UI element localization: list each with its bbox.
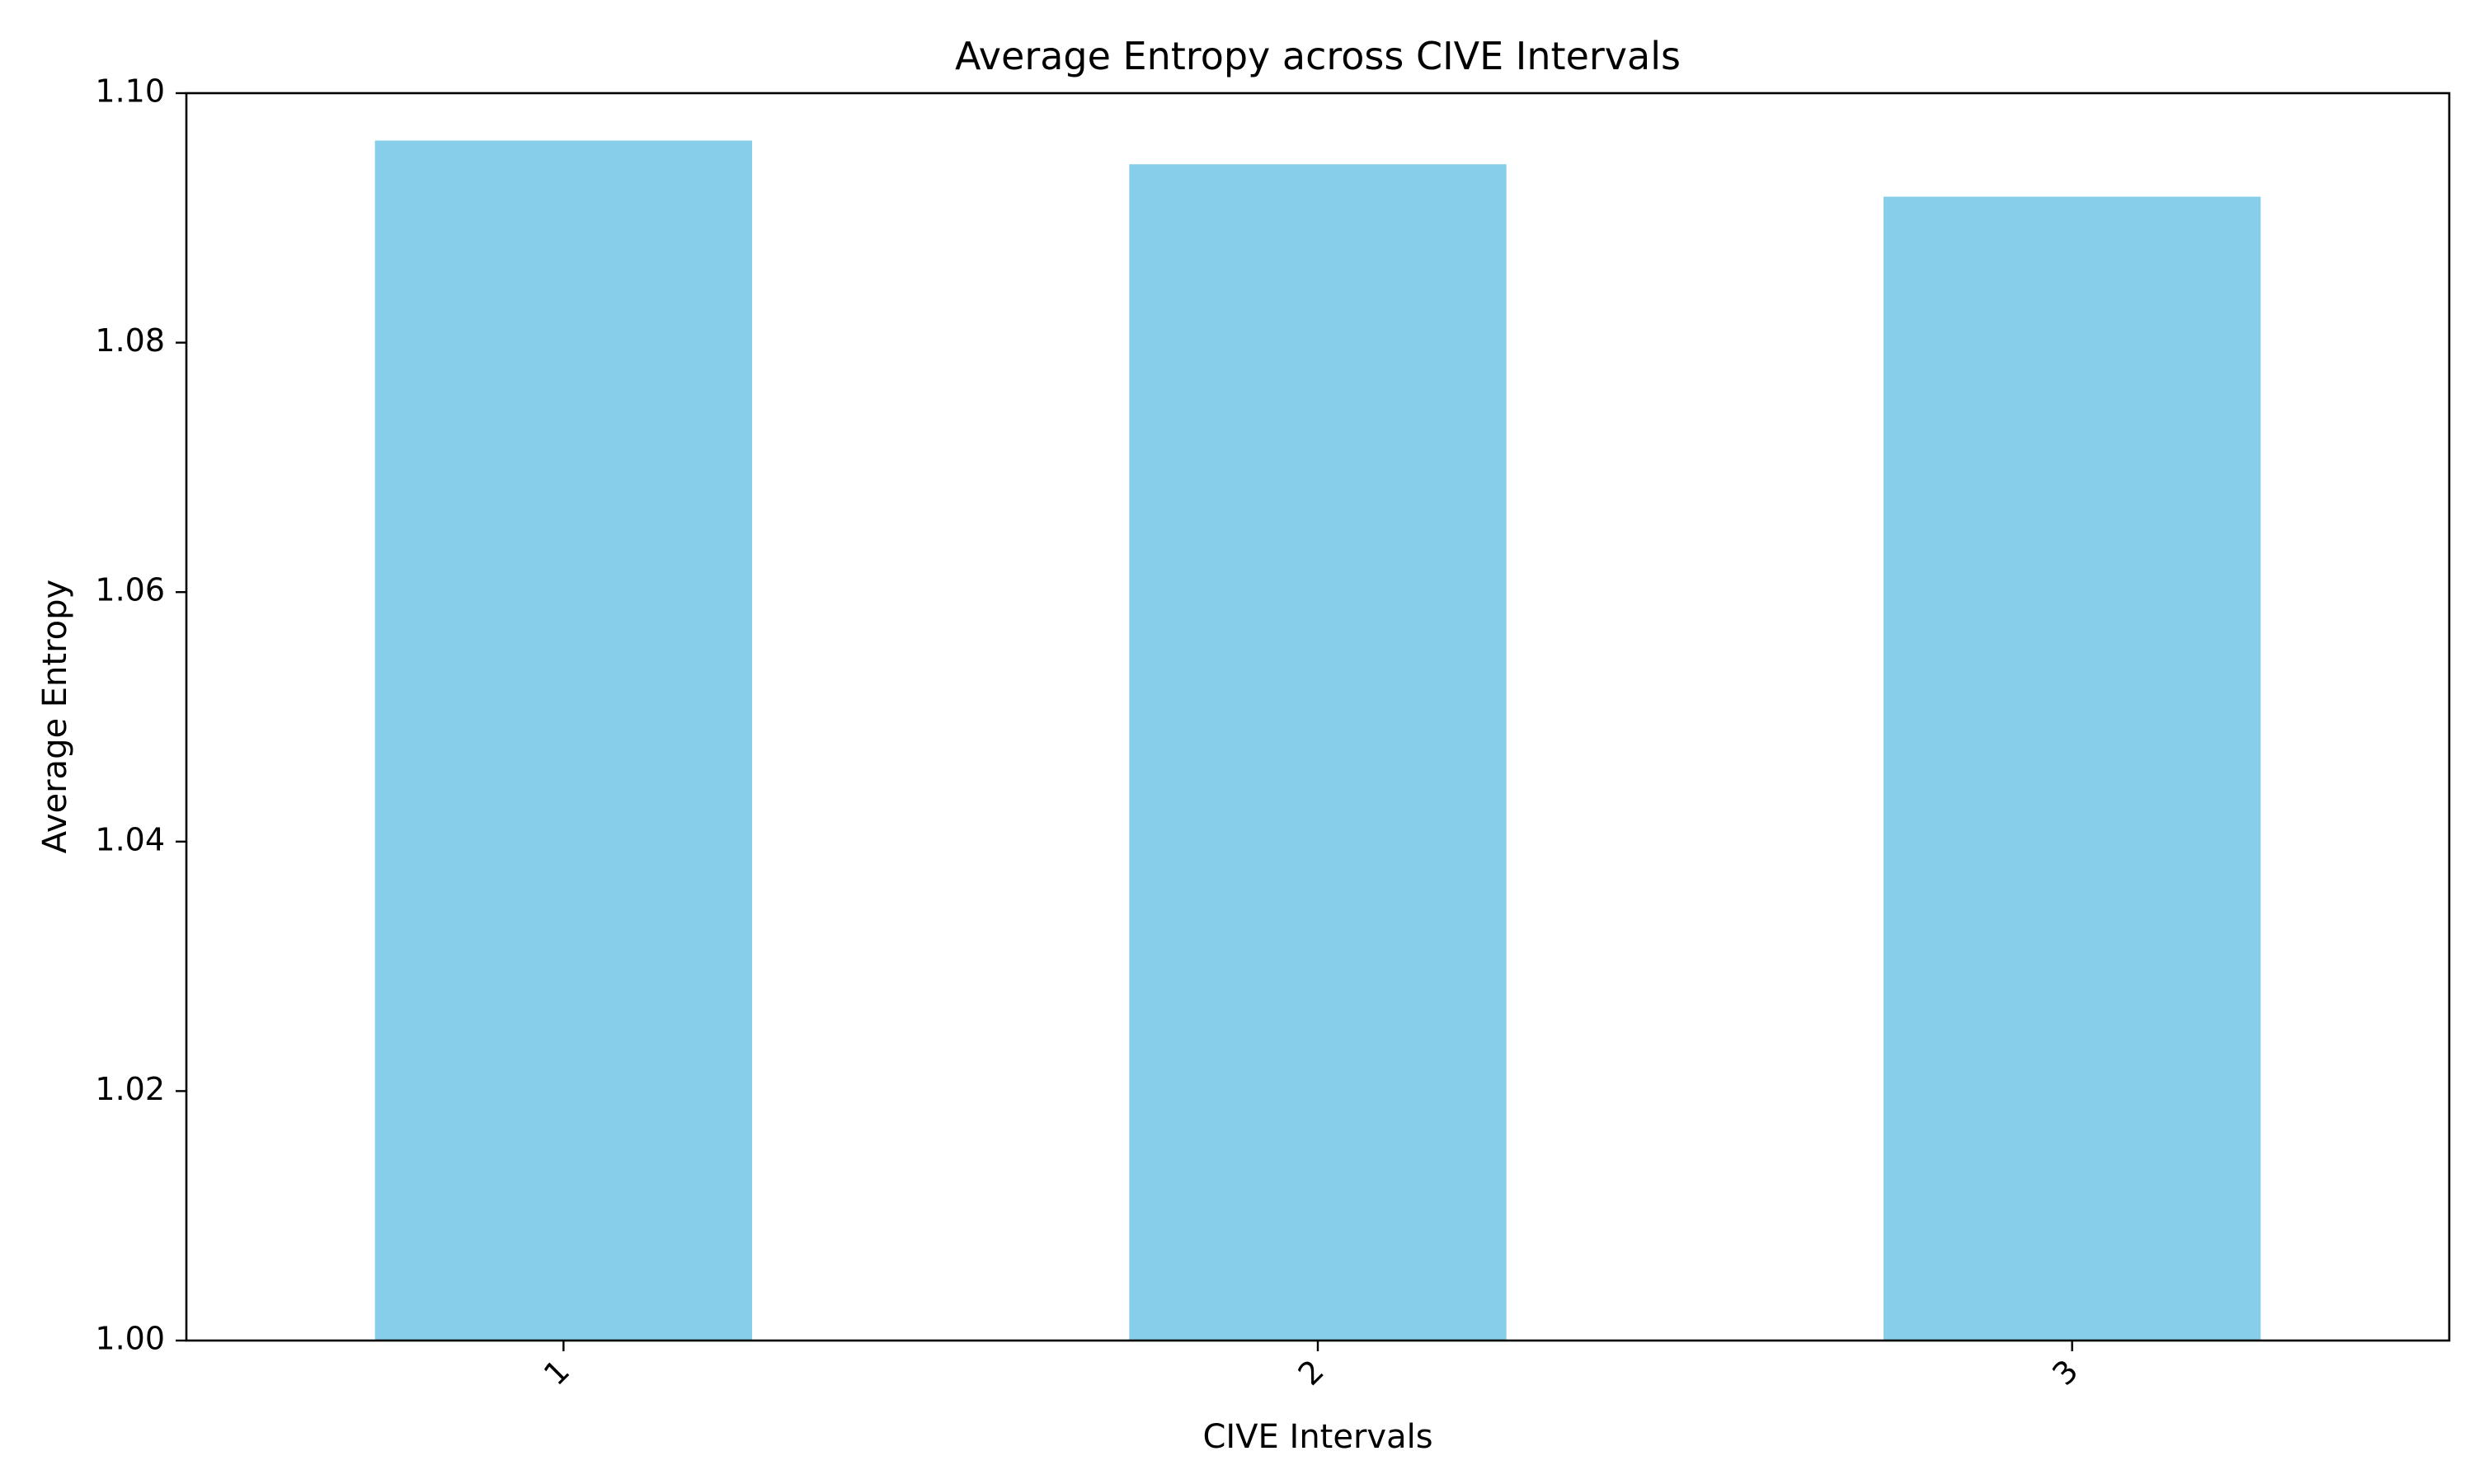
y-tick-label: 1.02 — [95, 1071, 165, 1107]
y-axis-label: Average Entropy — [36, 580, 74, 853]
y-tick-label: 1.08 — [95, 322, 165, 359]
bars-group — [374, 140, 2261, 1341]
y-tick-label: 1.04 — [95, 821, 165, 857]
chart-title: Average Entropy across CIVE Intervals — [955, 34, 1681, 78]
y-axis-ticks: 1.00 1.02 1.04 1.06 1.08 1.10 — [95, 73, 186, 1357]
bar-2 — [1129, 164, 1507, 1341]
y-tick-label: 1.10 — [95, 73, 165, 110]
bar-1 — [374, 140, 752, 1341]
plot-frame — [185, 92, 2451, 1342]
y-tick-label: 1.06 — [95, 572, 165, 608]
y-tick-label: 1.00 — [95, 1321, 165, 1357]
bar-3 — [1884, 196, 2261, 1341]
x-axis-label: CIVE Intervals — [1202, 1418, 1432, 1456]
